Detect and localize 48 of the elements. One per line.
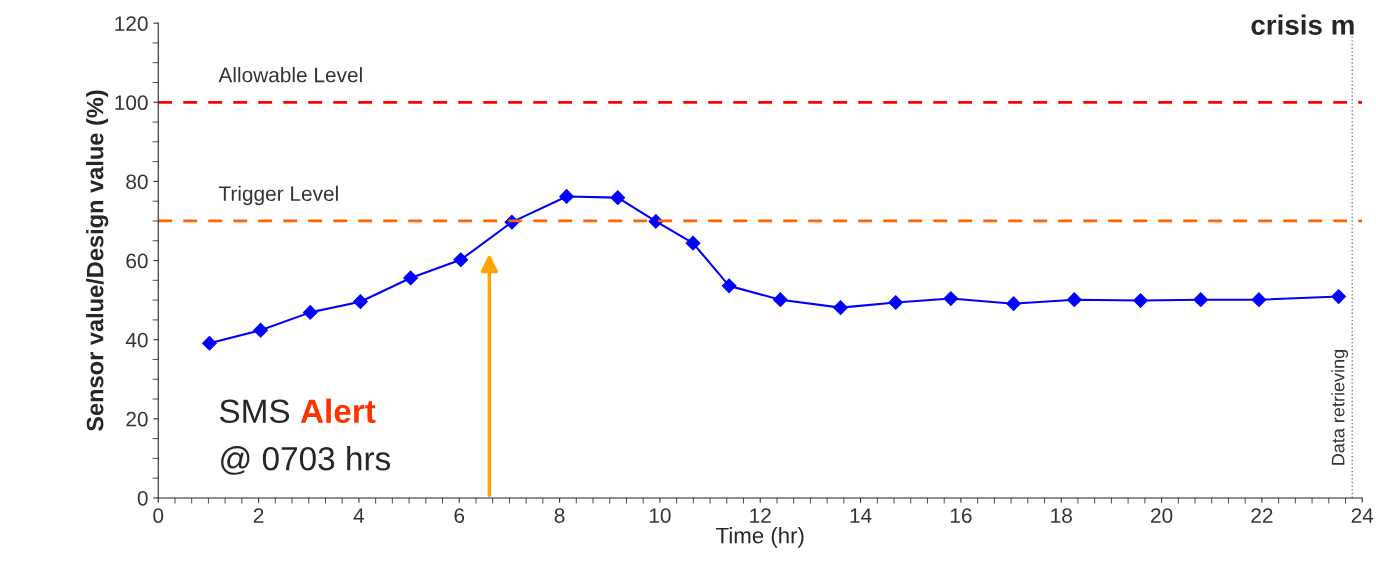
- point: [1133, 293, 1148, 308]
- point: [302, 304, 318, 320]
- x-tick-label: 20: [1151, 508, 1173, 523]
- x-tick-label: 16: [950, 508, 972, 523]
- x-axis-title: Time (hr): [716, 527, 804, 548]
- y-tick-label: 20: [126, 411, 148, 427]
- point: [1331, 289, 1347, 304]
- point: [559, 189, 574, 204]
- x-tick-label: 12: [750, 508, 771, 523]
- point: [943, 291, 959, 306]
- annotation: SMS Alert @ 0703 hrs: [219, 398, 391, 475]
- y-tick-label: 80: [126, 174, 148, 190]
- x-tick-label: 18: [1051, 508, 1072, 523]
- point: [1251, 292, 1267, 308]
- point: [888, 295, 904, 310]
- point: [610, 190, 626, 206]
- ref-line-label: Allowable Level: [218, 67, 362, 83]
- point: [1006, 296, 1021, 312]
- x-tick-label: 8: [554, 508, 565, 523]
- point: [721, 278, 737, 294]
- y-tick-label: 60: [126, 253, 148, 269]
- y-tick-label: 40: [125, 332, 148, 348]
- point: [685, 235, 701, 251]
- point: [1066, 292, 1082, 308]
- point: [353, 294, 368, 310]
- x-tick-label: 4: [353, 508, 365, 523]
- point: [253, 322, 268, 338]
- point: [772, 292, 788, 308]
- point: [202, 335, 217, 351]
- y-tick-label: 0: [137, 490, 148, 506]
- ref-line-label: Trigger Level: [218, 185, 338, 206]
- chart-title: crisis m: [1251, 14, 1354, 35]
- point: [1193, 292, 1209, 308]
- x-tick-label: 6: [454, 508, 465, 523]
- point: [403, 270, 418, 286]
- point: [833, 300, 848, 316]
- x-tick-label: 10: [649, 508, 671, 523]
- y-tick-label: 100: [115, 95, 148, 111]
- y-axis-title: Sensor value/Design value (%): [86, 90, 109, 432]
- x-tick-label: 2: [253, 508, 264, 523]
- point: [648, 213, 664, 229]
- x-tick-label: 24: [1351, 508, 1374, 523]
- x-tick-label: 14: [850, 508, 872, 523]
- x-tick-label: 0: [153, 508, 164, 523]
- x-tick-label: 22: [1251, 508, 1273, 523]
- point: [453, 252, 469, 268]
- y-tick-label: 120: [115, 16, 148, 31]
- ref-line-label: Data retrieving: [1331, 350, 1349, 465]
